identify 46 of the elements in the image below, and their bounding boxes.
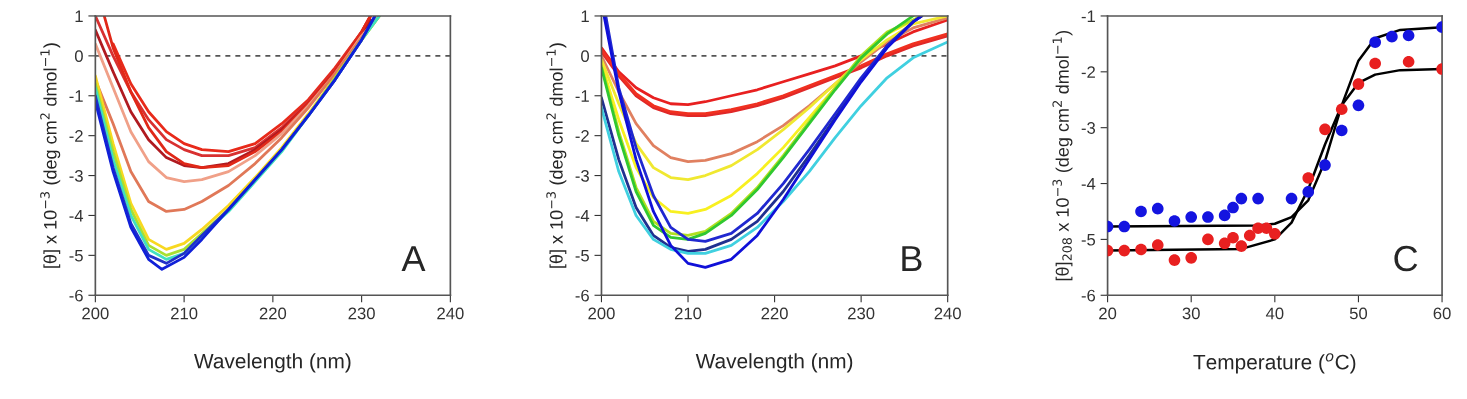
x-tick-label: 20 — [1099, 307, 1117, 320]
y-tick-label: -5 — [1081, 233, 1096, 246]
text: [θ]$_{208}$ x 10$^{−3}$ (deg cm$^{2}$ dmol$^{−1}$) — [1052, 30, 1073, 281]
y-tick-label: -3 — [575, 169, 589, 182]
y-tick-label: -3 — [1081, 122, 1096, 134]
annotation: C — [1394, 245, 1418, 272]
x-axis-title: Wavelength (nm) — [695, 353, 853, 373]
y-tick-label: -2 — [575, 130, 589, 142]
x-tick-label: 240 — [934, 307, 961, 320]
y-tick-label: 1 — [581, 10, 589, 22]
y-tick-label: -4 — [1081, 178, 1096, 190]
y-tick-label: -5 — [575, 249, 589, 262]
x-tick-label: 210 — [674, 307, 702, 320]
y-tick-label: 0 — [581, 50, 590, 63]
x-tick-label: 230 — [348, 307, 375, 320]
y-tick-label: -6 — [575, 289, 589, 302]
y-tick-label: -5 — [69, 249, 83, 262]
y-tick-label: 0 — [74, 50, 83, 63]
annotation: A — [401, 246, 426, 272]
x-tick-label: 240 — [437, 307, 464, 320]
x-tick-label: 30 — [1182, 307, 1200, 320]
y-tick-label: -4 — [575, 210, 590, 222]
x-tick-label: 200 — [82, 307, 109, 320]
y-axis-title: [θ] x 10$^{−3}$ (deg cm$^{2}$ dmol$^{−1}$) — [40, 43, 61, 268]
x-tick-label: 50 — [1349, 307, 1368, 320]
x-tick-label: 220 — [259, 307, 287, 320]
x-tick-label: 230 — [848, 307, 875, 320]
x-tick-label: 40 — [1265, 307, 1284, 320]
y-tick-label: -2 — [69, 130, 83, 142]
x-axis-title: Wavelength (nm) — [194, 353, 351, 373]
x-tick-label: 200 — [588, 307, 615, 320]
y-tick-label: -1 — [69, 90, 83, 102]
y-tick-label: -4 — [69, 210, 84, 222]
annotation: B — [902, 246, 922, 272]
x-tick-label: 60 — [1433, 307, 1451, 320]
x-axis-title: Temperature ($^{o}$C) — [1193, 353, 1356, 374]
y-tick-label: 1 — [75, 10, 83, 22]
y-tick-label: -1 — [1081, 10, 1095, 22]
y-tick-label: -6 — [69, 289, 83, 302]
y-tick-label: -1 — [575, 90, 589, 102]
x-tick-label: 210 — [171, 307, 198, 320]
y-axis-title: [θ] x 10$^{−3}$ (deg cm$^{2}$ dmol$^{−1}$) — [546, 43, 567, 268]
y-tick-label: -2 — [1081, 66, 1095, 78]
x-tick-label: 220 — [761, 307, 788, 320]
y-tick-label: -3 — [69, 169, 83, 182]
y-tick-label: -6 — [1081, 289, 1096, 302]
